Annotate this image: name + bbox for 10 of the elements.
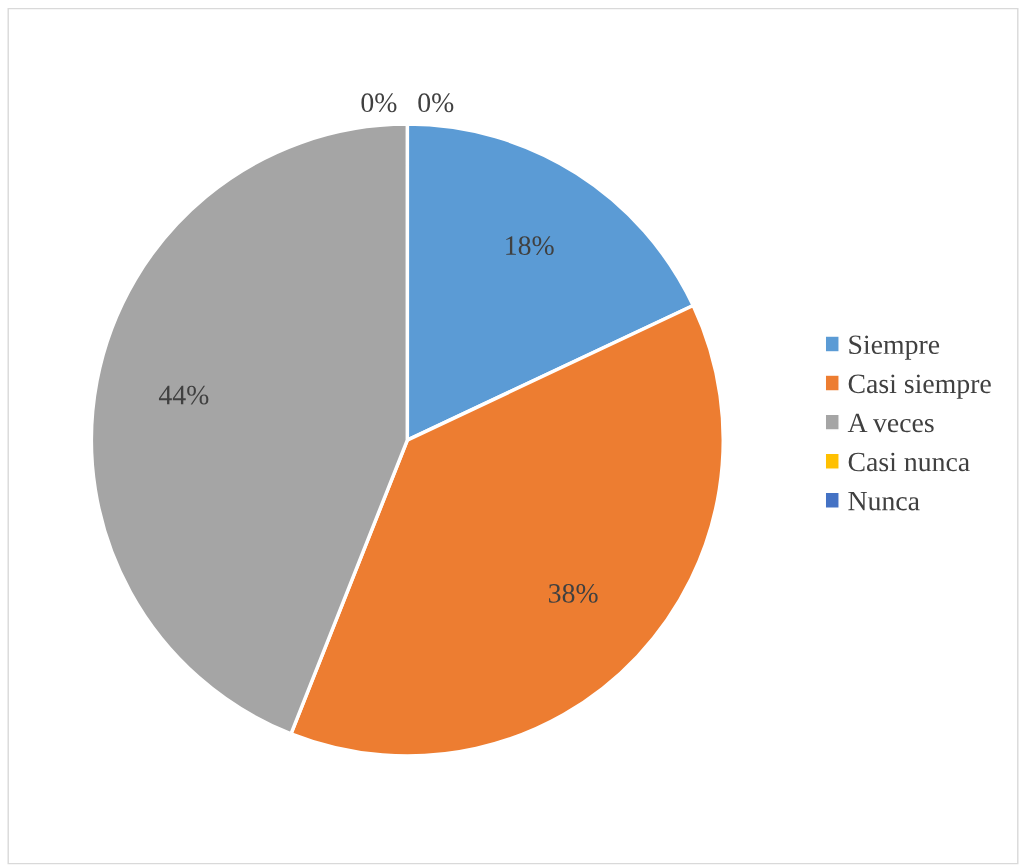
legend-label: Casi nunca [848, 452, 970, 472]
data-label: 44% [158, 385, 209, 405]
data-label: 18% [506, 236, 554, 256]
text: 0% [418, 93, 454, 113]
legend-label: Siempre [849, 335, 940, 360]
text: 0% [361, 93, 397, 113]
legend-label: Nunca [848, 491, 920, 511]
data-label: 38% [549, 584, 598, 603]
legend-label: A veces [847, 413, 934, 433]
legend-label: Casi siempre [848, 374, 991, 399]
